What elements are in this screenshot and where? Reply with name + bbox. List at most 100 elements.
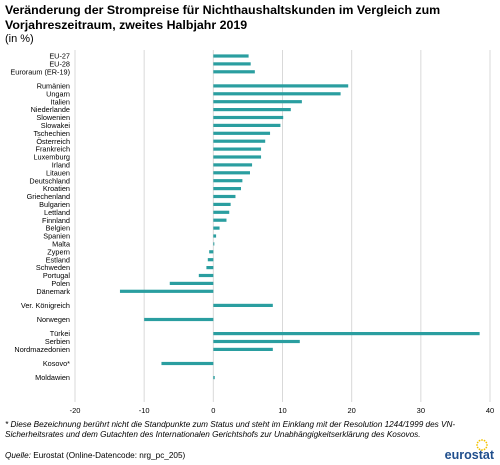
bar — [207, 258, 214, 262]
category-label: Türkei — [50, 329, 71, 338]
category-label: Bulgarien — [39, 200, 70, 209]
x-tick-label: 20 — [347, 406, 355, 415]
bar — [213, 139, 266, 143]
bar — [161, 361, 214, 366]
bar — [213, 100, 302, 104]
category-label: Serbien — [45, 337, 70, 346]
bar — [213, 234, 217, 238]
logo-star — [476, 441, 479, 444]
bar — [213, 163, 253, 167]
x-tick-label: -10 — [139, 406, 150, 415]
bar — [213, 339, 300, 344]
chart-title: Veränderung der Strompreise für Nichthau… — [5, 3, 441, 32]
eurostat-logo: eurostat — [444, 448, 494, 462]
category-label: Moldawien — [35, 373, 70, 382]
category-label: Norwegen — [37, 315, 70, 324]
footnote: * Diese Bezeichnung berührt nicht die St… — [5, 420, 456, 439]
x-tick-label: -20 — [70, 406, 81, 415]
category-label: Slowakei — [41, 121, 71, 130]
category-label: Italien — [51, 97, 70, 106]
logo-star — [485, 441, 488, 444]
category-label: EU-28 — [49, 60, 70, 69]
bar — [213, 155, 262, 159]
bar — [213, 108, 291, 112]
x-tick-label: 30 — [417, 406, 425, 415]
chart-subtitle: (in %) — [5, 33, 34, 45]
bar — [213, 92, 341, 96]
category-label: Dänemark — [36, 287, 70, 296]
category-label: Tschechien — [33, 129, 70, 138]
category-label: Litauen — [46, 168, 70, 177]
bar — [213, 376, 215, 380]
category-label: Kosovo* — [43, 359, 70, 368]
source-text: Eurostat (Online-Datencode: nrg_pc_205) — [33, 451, 186, 460]
bar — [213, 115, 284, 120]
bar — [213, 347, 273, 351]
category-label: Ungarn — [46, 89, 70, 98]
bar — [213, 194, 236, 199]
category-label: Irland — [52, 161, 70, 170]
logo-star — [486, 444, 488, 446]
bar — [213, 218, 227, 222]
bar — [213, 131, 271, 135]
logo-star — [478, 439, 481, 442]
logo-star — [478, 448, 481, 451]
x-tick-label: 40 — [486, 406, 494, 415]
bar — [213, 54, 249, 58]
bar — [213, 123, 281, 127]
source-line: Quelle: Eurostat (Online-Datencode: nrg_… — [5, 451, 185, 460]
logo-star — [476, 444, 478, 446]
x-tick-label: 10 — [278, 406, 286, 415]
category-label: Portugal — [43, 271, 71, 280]
category-label: Zypern — [47, 247, 70, 256]
bar — [213, 179, 243, 183]
logo-star — [483, 448, 486, 451]
bar — [209, 250, 214, 254]
bar — [213, 187, 241, 191]
logo-star — [476, 446, 479, 449]
bar — [213, 202, 231, 206]
bar — [213, 62, 251, 66]
source-label: Quelle: — [5, 451, 31, 460]
category-label: Niederlande — [31, 105, 70, 114]
category-label: Euroraum (ER-19) — [10, 67, 70, 76]
category-label: Slowenien — [36, 113, 70, 122]
category-label: EU-27 — [49, 52, 70, 61]
category-label: Frankreich — [36, 145, 70, 154]
bar — [169, 281, 214, 285]
category-label: Luxemburg — [33, 153, 70, 162]
bar — [213, 242, 215, 246]
category-label: Estland — [46, 255, 70, 264]
category-label: Kroatien — [43, 184, 70, 193]
bar — [213, 332, 480, 336]
category-label: Österreich — [36, 137, 70, 146]
bar — [213, 226, 220, 230]
bar — [213, 210, 230, 214]
category-label: Nordmazedonien — [14, 345, 70, 354]
bar — [213, 84, 349, 88]
category-label: Belgien — [46, 224, 70, 233]
x-tick-label: 0 — [211, 406, 215, 415]
category-label: Ver. Königreich — [21, 301, 70, 310]
logo-star — [481, 449, 483, 451]
category-label: Deutschland — [29, 176, 70, 185]
bar — [213, 171, 250, 175]
bar — [213, 303, 273, 307]
bar — [198, 273, 214, 278]
bar — [213, 147, 262, 151]
category-label: Rumänien — [37, 82, 70, 91]
bar — [206, 266, 214, 270]
category-label: Spanien — [43, 232, 70, 241]
category-label: Polen — [51, 279, 70, 288]
logo-star — [481, 439, 483, 441]
category-label: Lettland — [44, 208, 70, 217]
bar — [119, 289, 214, 293]
logo-star — [485, 446, 488, 449]
bar — [213, 70, 255, 74]
logo-star — [483, 439, 486, 442]
category-label: Schweden — [36, 263, 70, 272]
category-label: Finnland — [42, 216, 70, 225]
category-label: Malta — [52, 240, 71, 249]
bar — [144, 317, 214, 322]
